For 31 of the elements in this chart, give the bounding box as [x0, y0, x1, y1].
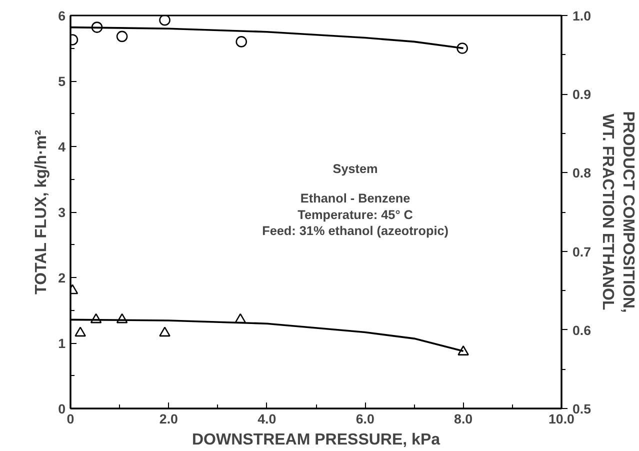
y2-tick-label: 0.9 [572, 87, 592, 102]
point [116, 313, 128, 324]
y-tick-label: 4 [58, 140, 66, 154]
y2-tick-label: 0.7 [572, 244, 592, 260]
point [90, 313, 102, 324]
x-axis-title: DOWNSTREAM PRESSURE, kPa [192, 432, 440, 448]
x-tick-label: 6.0 [356, 412, 374, 426]
y-tick-label: 2 [58, 270, 66, 286]
y2-tick-label: 0.8 [572, 166, 592, 181]
y2-tick-label: 1.0 [572, 8, 592, 24]
x-tick-label: 10.0 [548, 412, 574, 426]
y-tick-label: 1 [58, 336, 66, 351]
point [159, 326, 170, 337]
y2-tick-label: 0.5 [572, 402, 592, 416]
point [458, 345, 469, 356]
point [234, 313, 246, 324]
x-tick-label: 8.0 [454, 412, 473, 426]
x-tick-label: 4.0 [258, 412, 276, 426]
y-tick-label: 6 [58, 8, 66, 24]
y-tick-label: 3 [58, 205, 66, 220]
annotation: Temperature: 45° C [298, 208, 413, 222]
y2-tick-label: 0.6 [572, 322, 592, 338]
annotation: Ethanol - Benzene [300, 191, 410, 206]
y-axis-title: TOTAL FLUX, kg/h·m² [33, 130, 50, 294]
x-tick-label: 2.0 [159, 412, 178, 426]
point [74, 326, 86, 337]
y-tick-label: 0 [58, 402, 66, 416]
annotation: System [332, 162, 378, 176]
y-tick-label: 5 [58, 74, 66, 89]
y2-axis-title: PRODUCT COMPOSITION, WT. FRACTION ETHANOL [599, 111, 636, 313]
annotation: Feed: 31% ethanol (azeotropic) [262, 224, 448, 238]
